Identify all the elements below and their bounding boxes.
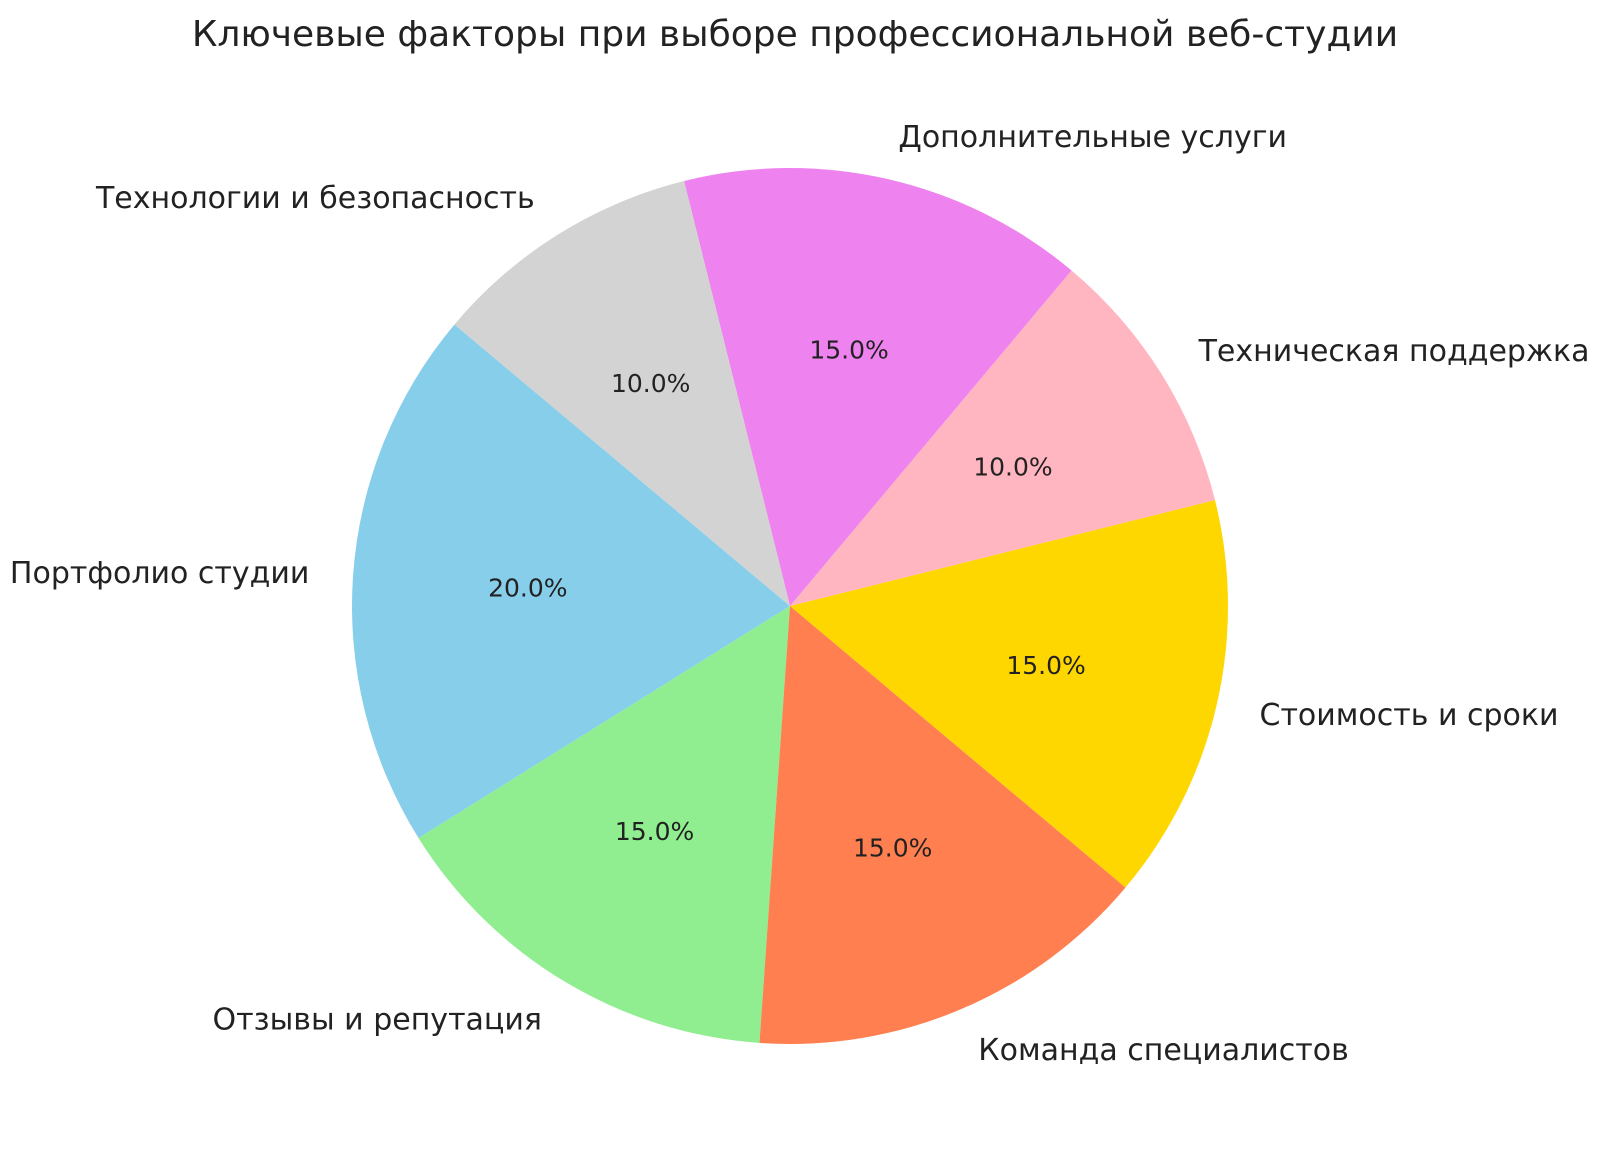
pie-slice-label-1: Отзывы и репутация [213,1003,542,1038]
pie-slice-label-0: Портфолио студии [10,556,309,591]
pie-slice-pct-label-2: 15.0% [853,834,932,863]
pie-slice-label-6: Технологии и безопасность [95,181,535,216]
pie-slice-3 [790,500,1229,888]
pie-slice-pct-label-3: 15.0% [1006,651,1085,680]
pie-slice-label-4: Техническая поддержка [1198,334,1590,369]
pie-slice-label-2: Команда специалистов [978,1033,1349,1068]
pie-slice-pct-label-4: 10.0% [973,452,1052,481]
pie-slice-pct-label-5: 15.0% [809,336,888,365]
pie-slice-4 [790,270,1215,606]
pie-slice-pct-label-6: 10.0% [611,369,690,398]
pie-slice-pct-label-1: 15.0% [615,817,694,846]
pie-slice-5 [684,167,1072,607]
chart-title: Ключевые факторы при выборе профессионал… [191,14,1399,55]
pie-slice-pct-label-0: 20.0% [488,573,567,602]
pie-slice-2 [759,606,1126,1044]
pie-slice-1 [418,606,790,1043]
pie-slice-label-5: Дополнительные услуги [898,120,1287,155]
pie-slice-0 [351,324,790,839]
pie-slice-label-3: Стоимость и сроки [1260,698,1559,733]
pie-slice-6 [454,181,790,606]
